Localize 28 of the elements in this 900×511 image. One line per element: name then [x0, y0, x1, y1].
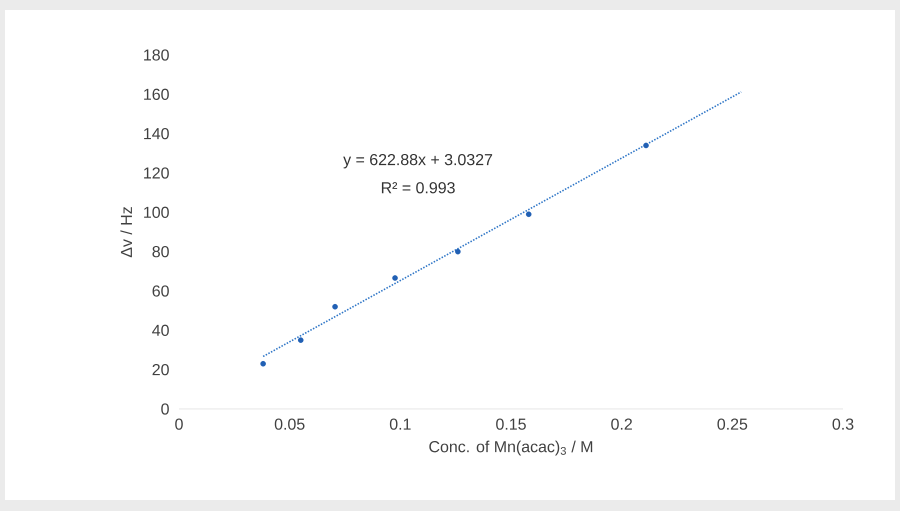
x-axis-title: Conc. of Mn(acac)$_{3}$ / M [429, 440, 592, 456]
y-tick-label: 120 [144, 167, 169, 179]
point [260, 360, 266, 367]
annotation: R² = 0.993 [382, 182, 455, 194]
point [392, 275, 398, 281]
y-tick-label: 60 [152, 285, 169, 297]
x-tick-label: 0 [175, 418, 183, 430]
point [332, 304, 338, 310]
x-tick-label: 0.3 [832, 418, 854, 430]
x-tick-label: 0.25 [717, 418, 748, 430]
y-tick-label: 40 [152, 324, 169, 336]
point [455, 248, 461, 254]
x-tick-label: 0.1 [390, 418, 411, 430]
y-tick-label: 140 [144, 128, 169, 140]
annotation: y = 622.88x + 3.0327 [343, 154, 492, 168]
y-tick-label: 160 [144, 88, 169, 100]
y-tick-label: 20 [152, 364, 169, 376]
y-axis-title: Δv / Hz [120, 207, 132, 258]
y-tick-label: 0 [161, 403, 169, 415]
x-tick-label: 0.2 [611, 418, 632, 430]
point [298, 337, 304, 343]
point [526, 211, 532, 218]
y-tick-label: 100 [144, 206, 169, 218]
point [643, 142, 649, 148]
x-tick-label: 0.15 [496, 418, 526, 430]
y-tick-label: 80 [152, 246, 169, 258]
x-tick-label: 0.05 [274, 418, 305, 430]
y-tick-label: 180 [144, 49, 169, 61]
